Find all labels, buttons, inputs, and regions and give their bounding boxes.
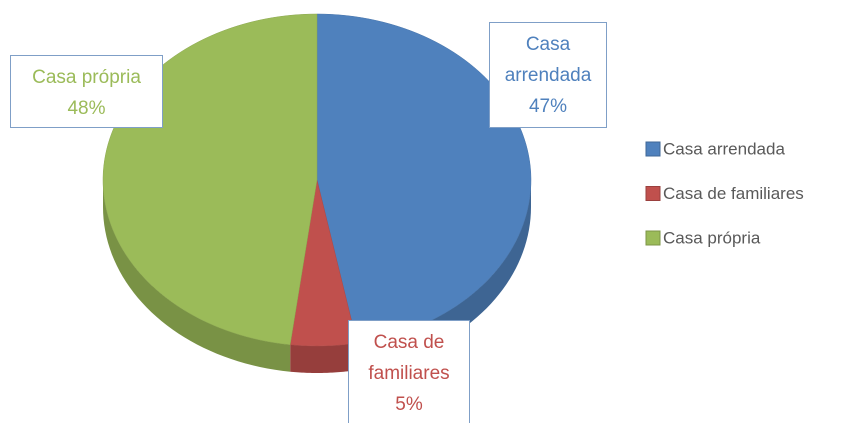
slice-side xyxy=(290,343,358,373)
data-label-value: 5% xyxy=(395,394,423,415)
slice xyxy=(316,13,532,344)
legend-label: Casa de familiares xyxy=(663,184,804,203)
data-label-value: 47% xyxy=(528,96,568,117)
data-label: Casa própria 48% xyxy=(10,55,163,128)
slice-side xyxy=(103,180,291,372)
data-label: Casa arrendada 47% xyxy=(489,22,607,128)
data-label: Casa de familiares 5% xyxy=(348,320,470,423)
legend-marker xyxy=(645,186,661,201)
data-label-category: Casa própria xyxy=(32,67,141,88)
legend-label: Casa arrendada xyxy=(663,139,785,158)
data-label-value: 48% xyxy=(67,98,106,119)
legend-marker xyxy=(645,230,661,246)
data-label-category: Casa de familiares xyxy=(368,332,450,384)
legend-marker xyxy=(645,141,661,157)
data-label-category: Casa arrendada xyxy=(504,34,592,86)
legend-label: Casa própria xyxy=(663,228,761,247)
